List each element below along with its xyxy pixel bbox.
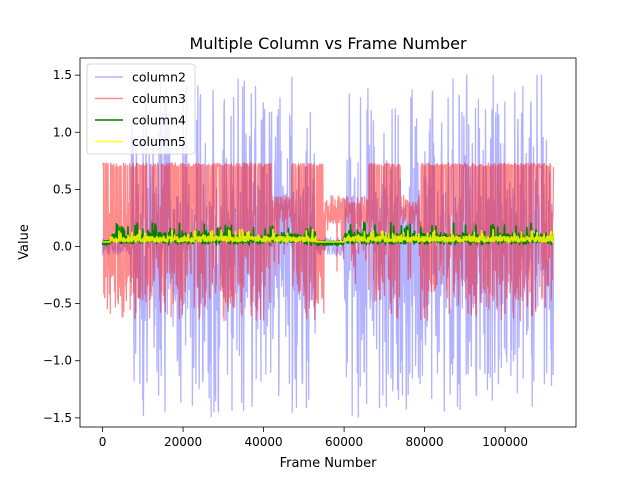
x-axis: 0 20000 40000 60000 80000 100000 (99, 427, 528, 449)
x-axis-label: Frame Number (280, 456, 378, 471)
series-line-column2 (101, 74, 555, 418)
legend-box (86, 63, 196, 155)
series-line-column3 (102, 162, 555, 322)
y-tick-label: 0.5 (53, 182, 72, 196)
chart-title: Multiple Column vs Frame Number (189, 34, 467, 53)
legend-label-column3: column3 (132, 91, 186, 106)
x-tick-label: 20000 (164, 435, 202, 449)
y-tick-label: −1.0 (43, 354, 72, 368)
x-tick-label: 100000 (482, 435, 528, 449)
y-tick-label: 0.0 (53, 239, 72, 253)
series-line-column5 (102, 228, 555, 243)
y-axis-label: Value (17, 224, 32, 260)
y-tick-label: 1.0 (53, 125, 72, 139)
y-axis: −1.5 −1.0 −0.5 0.0 0.5 1.0 1.5 (43, 68, 80, 425)
legend-label-column4: column4 (132, 113, 186, 128)
legend-label-column5: column5 (132, 134, 186, 149)
x-tick-label: 0 (99, 435, 107, 449)
y-tick-label: 1.5 (53, 68, 72, 82)
y-tick-label: −1.5 (43, 411, 72, 425)
plot-frame (79, 57, 577, 428)
x-tick-label: 80000 (406, 435, 444, 449)
series-layer (101, 74, 555, 418)
y-tick-label: −0.5 (43, 297, 72, 311)
legend-label-column2: column2 (132, 70, 186, 85)
x-tick-label: 60000 (325, 435, 363, 449)
legend: column2 column3 column4 column5 (86, 63, 196, 155)
x-tick-label: 40000 (244, 435, 282, 449)
